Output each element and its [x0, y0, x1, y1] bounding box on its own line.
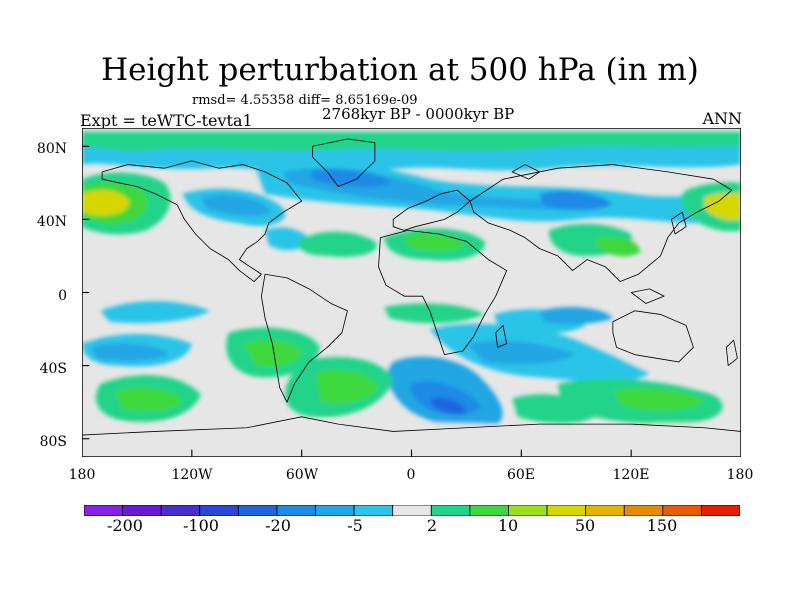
- experiment-label: Expt = teWTC-tevta1: [80, 111, 253, 130]
- colorbar-label: 50: [574, 516, 596, 535]
- x-tick-label: 180: [726, 467, 754, 483]
- colorbar-label: -100: [183, 516, 219, 535]
- colorbar-swatch: [546, 505, 587, 516]
- colorbar-swatch: [508, 505, 548, 516]
- colorbar-swatch: [469, 505, 509, 516]
- colorbar-swatch: [430, 505, 471, 516]
- height-perturbation-map: [82, 128, 741, 457]
- colorbar-swatch: [701, 505, 740, 516]
- colorbar-swatch: [353, 505, 394, 516]
- x-tick-label: 60W: [285, 467, 319, 483]
- colorbar-swatch: [276, 505, 316, 516]
- x-tick-label: 0: [406, 467, 416, 483]
- colorbar-swatch: [84, 505, 123, 516]
- colorbar-label: -20: [265, 516, 291, 535]
- colorbar-swatch: [237, 505, 278, 516]
- period-text: 2768kyr BP - 0000kyr BP: [322, 105, 515, 123]
- colorbar: [84, 505, 740, 516]
- colorbar-swatch: [585, 505, 625, 516]
- y-tick-label: 0: [58, 288, 67, 304]
- y-tick-label: 40S: [39, 361, 67, 377]
- contour-fill: [82, 131, 741, 457]
- y-tick-label: 40N: [36, 214, 67, 230]
- colorbar-swatch: [199, 505, 239, 516]
- colorbar-label: -5: [347, 516, 363, 535]
- colorbar-label: 2: [426, 516, 438, 535]
- plot-title: Height perturbation at 500 hPa (in m): [101, 52, 699, 88]
- colorbar-swatch: [662, 505, 702, 516]
- colorbar-swatch: [623, 505, 664, 516]
- colorbar-swatch: [315, 505, 355, 516]
- x-tick-label: 120E: [612, 467, 650, 483]
- stats-text: rmsd= 4.55358 diff= 8.65169e-09: [192, 93, 418, 108]
- season-label: ANN: [702, 109, 742, 128]
- colorbar-label: 150: [646, 516, 678, 535]
- colorbar-swatch: [160, 505, 201, 516]
- x-tick-label: 180: [68, 467, 96, 483]
- colorbar-label: 10: [497, 516, 519, 535]
- y-tick-label: 80S: [39, 434, 67, 450]
- x-tick-label: 120W: [171, 467, 213, 483]
- colorbar-swatch: [122, 505, 162, 516]
- colorbar-swatch: [392, 505, 432, 516]
- y-tick-label: 80N: [36, 141, 67, 157]
- colorbar-label: -200: [107, 516, 143, 535]
- coastlines: [82, 138, 741, 436]
- x-tick-label: 60E: [506, 467, 536, 483]
